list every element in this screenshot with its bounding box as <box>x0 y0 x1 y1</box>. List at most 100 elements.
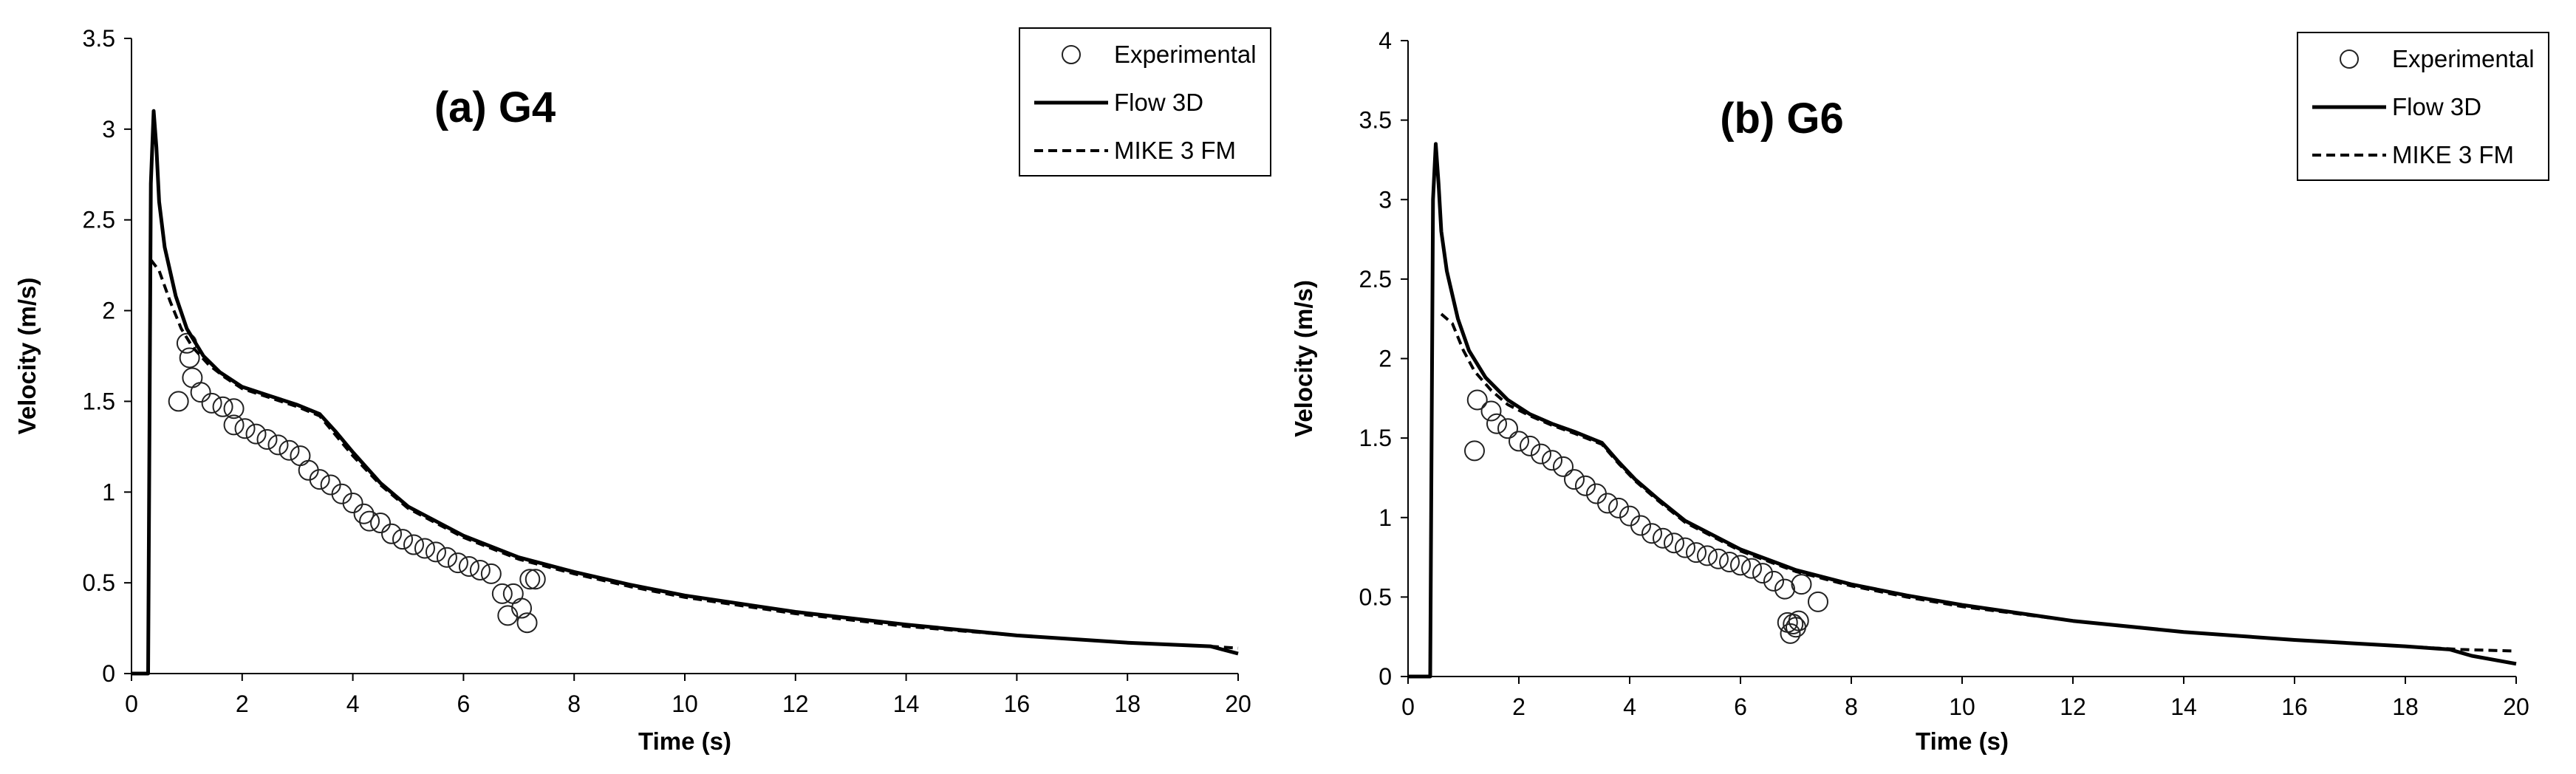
x-tick-label: 6 <box>457 691 471 717</box>
x-tick-label: 20 <box>1225 691 1251 717</box>
x-tick-label: 16 <box>2281 693 2308 720</box>
experimental-point <box>1752 563 1773 584</box>
y-axis-title: Velocity (m/s) <box>1290 280 1317 437</box>
experimental-point <box>458 556 479 578</box>
experimental-point <box>519 569 541 590</box>
y-tick-label: 2 <box>1378 346 1392 372</box>
experimental-point <box>223 398 245 419</box>
experimental-point <box>392 529 414 550</box>
experimental-point <box>168 391 189 412</box>
experimental-point <box>353 503 375 524</box>
panel-a-chart: 0 0.5 1 1.5 2 2.5 3 3.5 0 2 4 6 8 10 12 14 16 18 20 Time (s… <box>13 25 1271 755</box>
experimental-point <box>1653 527 1673 549</box>
experimental-point <box>342 493 363 514</box>
experimental-point <box>1763 570 1784 592</box>
x-tick-label: 4 <box>346 691 360 717</box>
experimental-point <box>201 392 222 414</box>
experimental-point <box>1630 515 1651 536</box>
experimental-point <box>245 423 267 445</box>
experimental-point <box>480 563 502 584</box>
x-tick-label: 12 <box>2060 693 2086 720</box>
legend-label: MIKE 3 FM <box>1114 137 1236 164</box>
experimental-point <box>179 347 200 369</box>
experimental-point <box>1774 578 1795 600</box>
experimental-point <box>290 445 311 467</box>
experimental-point <box>279 439 300 461</box>
x-axis-title: Time (s) <box>1916 727 2009 755</box>
panel-b-chart: 0 0.5 1 1.5 2 2.5 3 3.5 4 0 2 4 6 8 10 12 14 16 18 20 Time (… <box>1290 27 2549 755</box>
experimental-point <box>1542 450 1562 471</box>
x-tick-label: 8 <box>567 691 581 717</box>
y-axis-title: Velocity (m/s) <box>13 278 41 435</box>
x-tick-label: 6 <box>1734 693 1747 720</box>
series-mike-3-fm <box>149 258 1239 650</box>
experimental-point <box>497 605 519 626</box>
flow-3d-line <box>131 109 1239 676</box>
panel-title: (b) G6 <box>1720 95 1844 143</box>
y-tick-label: 1.5 <box>1359 425 1392 451</box>
y-tick-label: 1 <box>1378 504 1392 531</box>
experimental-point <box>469 559 491 580</box>
experimental-point <box>223 414 245 436</box>
experimental-point <box>1564 469 1585 490</box>
experimental-point <box>1791 574 1812 595</box>
experimental-point <box>234 418 256 439</box>
y-tick-label: 0 <box>1378 663 1392 690</box>
experimental-point <box>1608 497 1629 518</box>
experimental-point <box>414 538 435 559</box>
y-tick-label: 3 <box>102 116 115 143</box>
experimental-point <box>1780 623 1801 644</box>
experimental-point <box>1597 493 1618 514</box>
experimental-point <box>1697 545 1718 566</box>
x-tick-label: 18 <box>1114 691 1141 717</box>
legend: Experimental Flow 3D MIKE 3 FM <box>1019 27 1271 177</box>
experimental-point <box>436 547 457 568</box>
experimental-point <box>1553 456 1574 477</box>
experimental-point <box>1486 413 1507 434</box>
experimental-point <box>370 513 392 534</box>
experimental-point <box>1509 431 1529 452</box>
legend-label: Experimental <box>1114 41 1257 68</box>
x-tick-label: 10 <box>672 691 698 717</box>
experimental-point <box>190 382 211 403</box>
x-axis-title: Time (s) <box>638 727 731 755</box>
experimental-point <box>502 583 524 604</box>
x-tick-label: 18 <box>2392 693 2419 720</box>
y-tick-label: 0 <box>102 660 115 687</box>
experimental-point <box>447 552 468 574</box>
experimental-point <box>1497 418 1518 439</box>
experimental-point <box>1531 443 1551 465</box>
x-tick-label: 12 <box>782 691 809 717</box>
x-tick-label: 2 <box>1512 693 1526 720</box>
y-tick-label: 2.5 <box>83 207 115 233</box>
experimental-point <box>1466 389 1488 411</box>
series-flow-3d <box>131 109 1239 676</box>
y-tick-label: 2 <box>102 298 115 324</box>
experimental-point <box>1675 537 1695 558</box>
y-tick-label: 3.5 <box>83 25 115 52</box>
panel-title: (a) G4 <box>434 83 556 131</box>
experimental-point <box>425 541 446 563</box>
legend-label: MIKE 3 FM <box>2392 141 2514 168</box>
experimental-point <box>1520 435 1540 456</box>
experimental-point <box>491 583 513 604</box>
legend-label: Experimental <box>2392 45 2535 72</box>
experimental-point <box>381 523 403 544</box>
experimental-point <box>212 396 233 417</box>
x-tick-label: 10 <box>1949 693 1975 720</box>
experimental-point <box>1686 542 1706 564</box>
experimental-point <box>1719 552 1740 573</box>
experimental-point <box>1464 440 1485 462</box>
legend-label: Flow 3D <box>2392 93 2481 120</box>
y-tick-label: 3 <box>1378 186 1392 213</box>
mike-3-fm-line <box>149 258 1239 650</box>
experimental-point <box>511 597 533 619</box>
x-tick-label: 8 <box>1845 693 1858 720</box>
x-tick-label: 2 <box>236 691 249 717</box>
flow-3d-line <box>1408 142 2517 679</box>
legend-label: Flow 3D <box>1114 89 1203 116</box>
y-tick-label: 0.5 <box>83 569 115 596</box>
series-flow-3d <box>1408 142 2517 679</box>
experimental-point <box>1664 532 1684 554</box>
